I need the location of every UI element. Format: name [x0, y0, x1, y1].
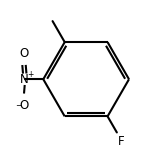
Text: O: O [19, 99, 29, 112]
Text: O: O [19, 46, 29, 60]
Text: −: − [15, 101, 22, 110]
Text: N: N [20, 73, 29, 86]
Text: F: F [118, 135, 125, 148]
Text: +: + [27, 70, 33, 79]
